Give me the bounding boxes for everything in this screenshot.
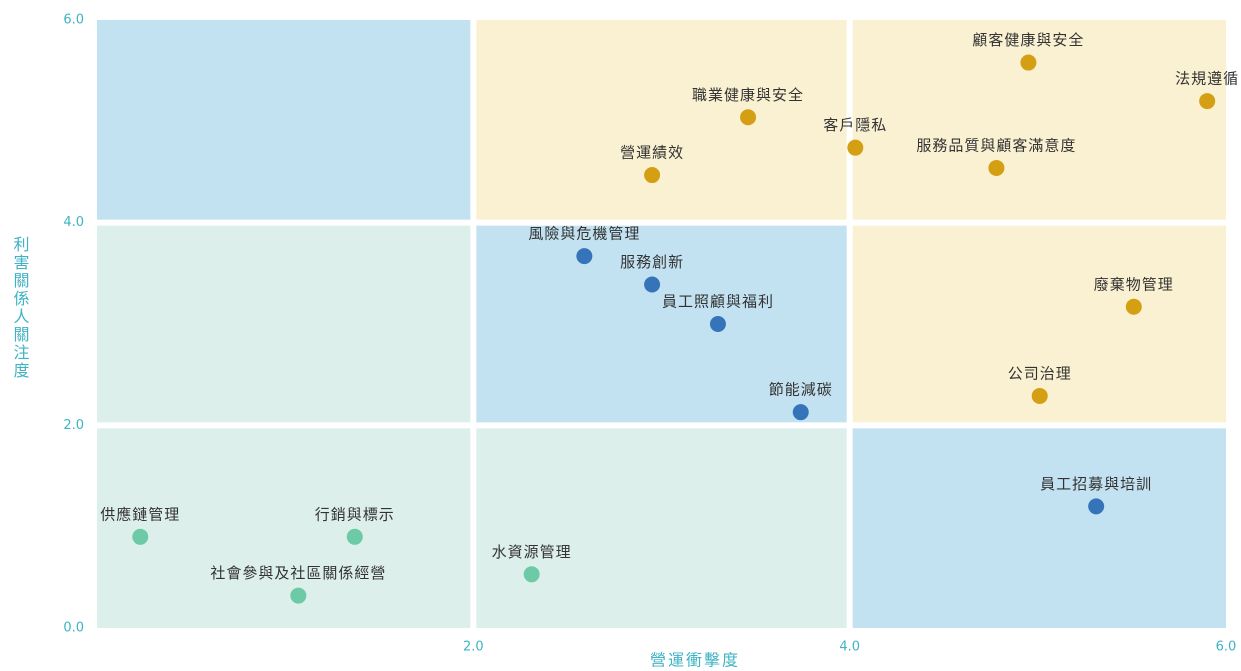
y-tick-label: 2.0: [63, 418, 84, 433]
point-label: 廢棄物管理: [1094, 275, 1174, 293]
zone: [97, 226, 470, 423]
point-label: 營運績效: [620, 144, 684, 162]
point-label: 職業健康與安全: [692, 86, 804, 104]
point: [576, 248, 592, 264]
point: [644, 167, 660, 183]
point-label: 客戶隱私: [823, 116, 887, 134]
point-label: 社會參與及社區關係經營: [210, 564, 386, 582]
point-label: 供應鏈管理: [100, 505, 180, 523]
point-label: 行銷與標示: [315, 505, 395, 523]
y-axis-title: 利害關係人關注度: [11, 236, 30, 380]
point: [347, 529, 363, 545]
point: [740, 109, 756, 125]
point: [290, 588, 306, 604]
point: [710, 316, 726, 332]
point: [1199, 93, 1215, 109]
point: [1088, 498, 1104, 514]
point: [988, 160, 1004, 176]
point-label: 服務品質與顧客滿意度: [916, 136, 1076, 154]
x-tick-label: 2.0: [463, 640, 484, 655]
zone: [97, 428, 470, 628]
point: [524, 566, 540, 582]
y-tick-label: 6.0: [63, 13, 84, 28]
point: [644, 276, 660, 292]
x-axis-title: 營運衝擊度: [650, 651, 740, 670]
zone: [97, 20, 470, 220]
point-label: 水資源管理: [492, 543, 572, 561]
point-label: 公司治理: [1008, 364, 1072, 382]
point-label: 員工照顧與福利: [662, 293, 774, 311]
point-label: 服務創新: [620, 253, 684, 271]
y-tick-label: 4.0: [63, 215, 84, 230]
point-label: 顧客健康與安全: [972, 31, 1084, 49]
point: [1032, 388, 1048, 404]
zone: [476, 20, 846, 220]
x-tick-label: 6.0: [1216, 640, 1237, 655]
point: [1126, 299, 1142, 315]
x-tick-label: 4.0: [839, 640, 860, 655]
point-label: 法規遵循: [1175, 70, 1239, 88]
point-label: 節能減碳: [769, 381, 833, 399]
zone: [853, 20, 1226, 220]
point-label: 員工招募與培訓: [1040, 475, 1152, 493]
point: [1020, 55, 1036, 71]
zone: [476, 428, 846, 628]
y-tick-label: 0.0: [63, 621, 84, 636]
point-label: 風險與危機管理: [528, 225, 640, 243]
point: [132, 529, 148, 545]
zone: [853, 428, 1226, 628]
point: [793, 404, 809, 420]
point: [847, 140, 863, 156]
